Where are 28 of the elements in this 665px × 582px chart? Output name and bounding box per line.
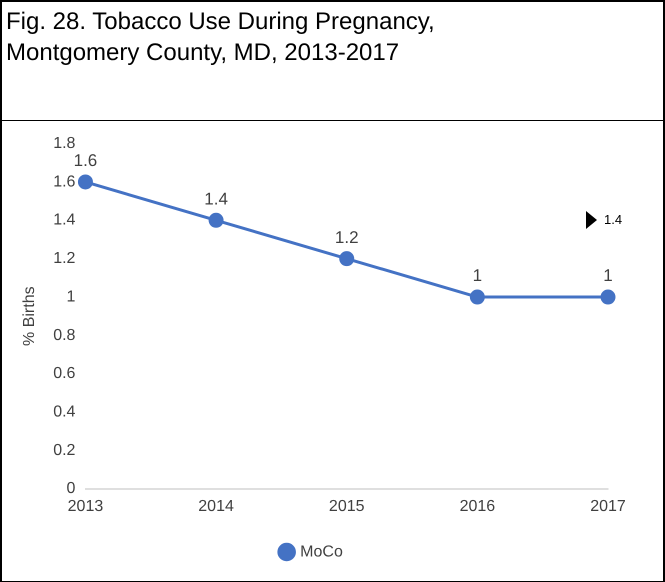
point [208,212,224,228]
y-tick-label: 0.4 [53,403,76,420]
point [78,174,93,190]
data-label: 1 [603,266,613,286]
chart-title: Fig. 28. Tobacco Use During Pregnancy, Montgomery County, MD, 2013-2017 [6,7,436,68]
y-tick-label: 1 [66,288,76,306]
point [339,251,354,266]
y-tick-label: 1.2 [53,250,76,268]
x-tick-label: 2017 [590,498,626,515]
legend-label: MoCo [300,543,343,560]
x-tick-label: 2013 [68,498,104,515]
y-tick-label: 0.2 [53,442,76,459]
y-tick-label: 0.8 [53,326,76,344]
x-tick-label: 2015 [328,498,365,515]
y-tick-label: 1.8 [53,135,76,152]
annotation: 1.4 [604,212,622,227]
data-label: 1.4 [204,190,228,208]
y-tick-label: 1.4 [53,212,76,229]
y-tick-label: 0.6 [53,365,76,382]
point [600,290,616,305]
x-tick-label: 2014 [198,498,234,515]
data-label: 1 [472,266,482,286]
y-axis-title: % Births [21,286,38,346]
x-tick-label: 2016 [460,498,496,515]
data-label: 1.2 [334,228,359,247]
y-tick-label: 1.6 [53,173,76,190]
y-tick-label: 0 [66,480,76,498]
point [470,290,485,305]
